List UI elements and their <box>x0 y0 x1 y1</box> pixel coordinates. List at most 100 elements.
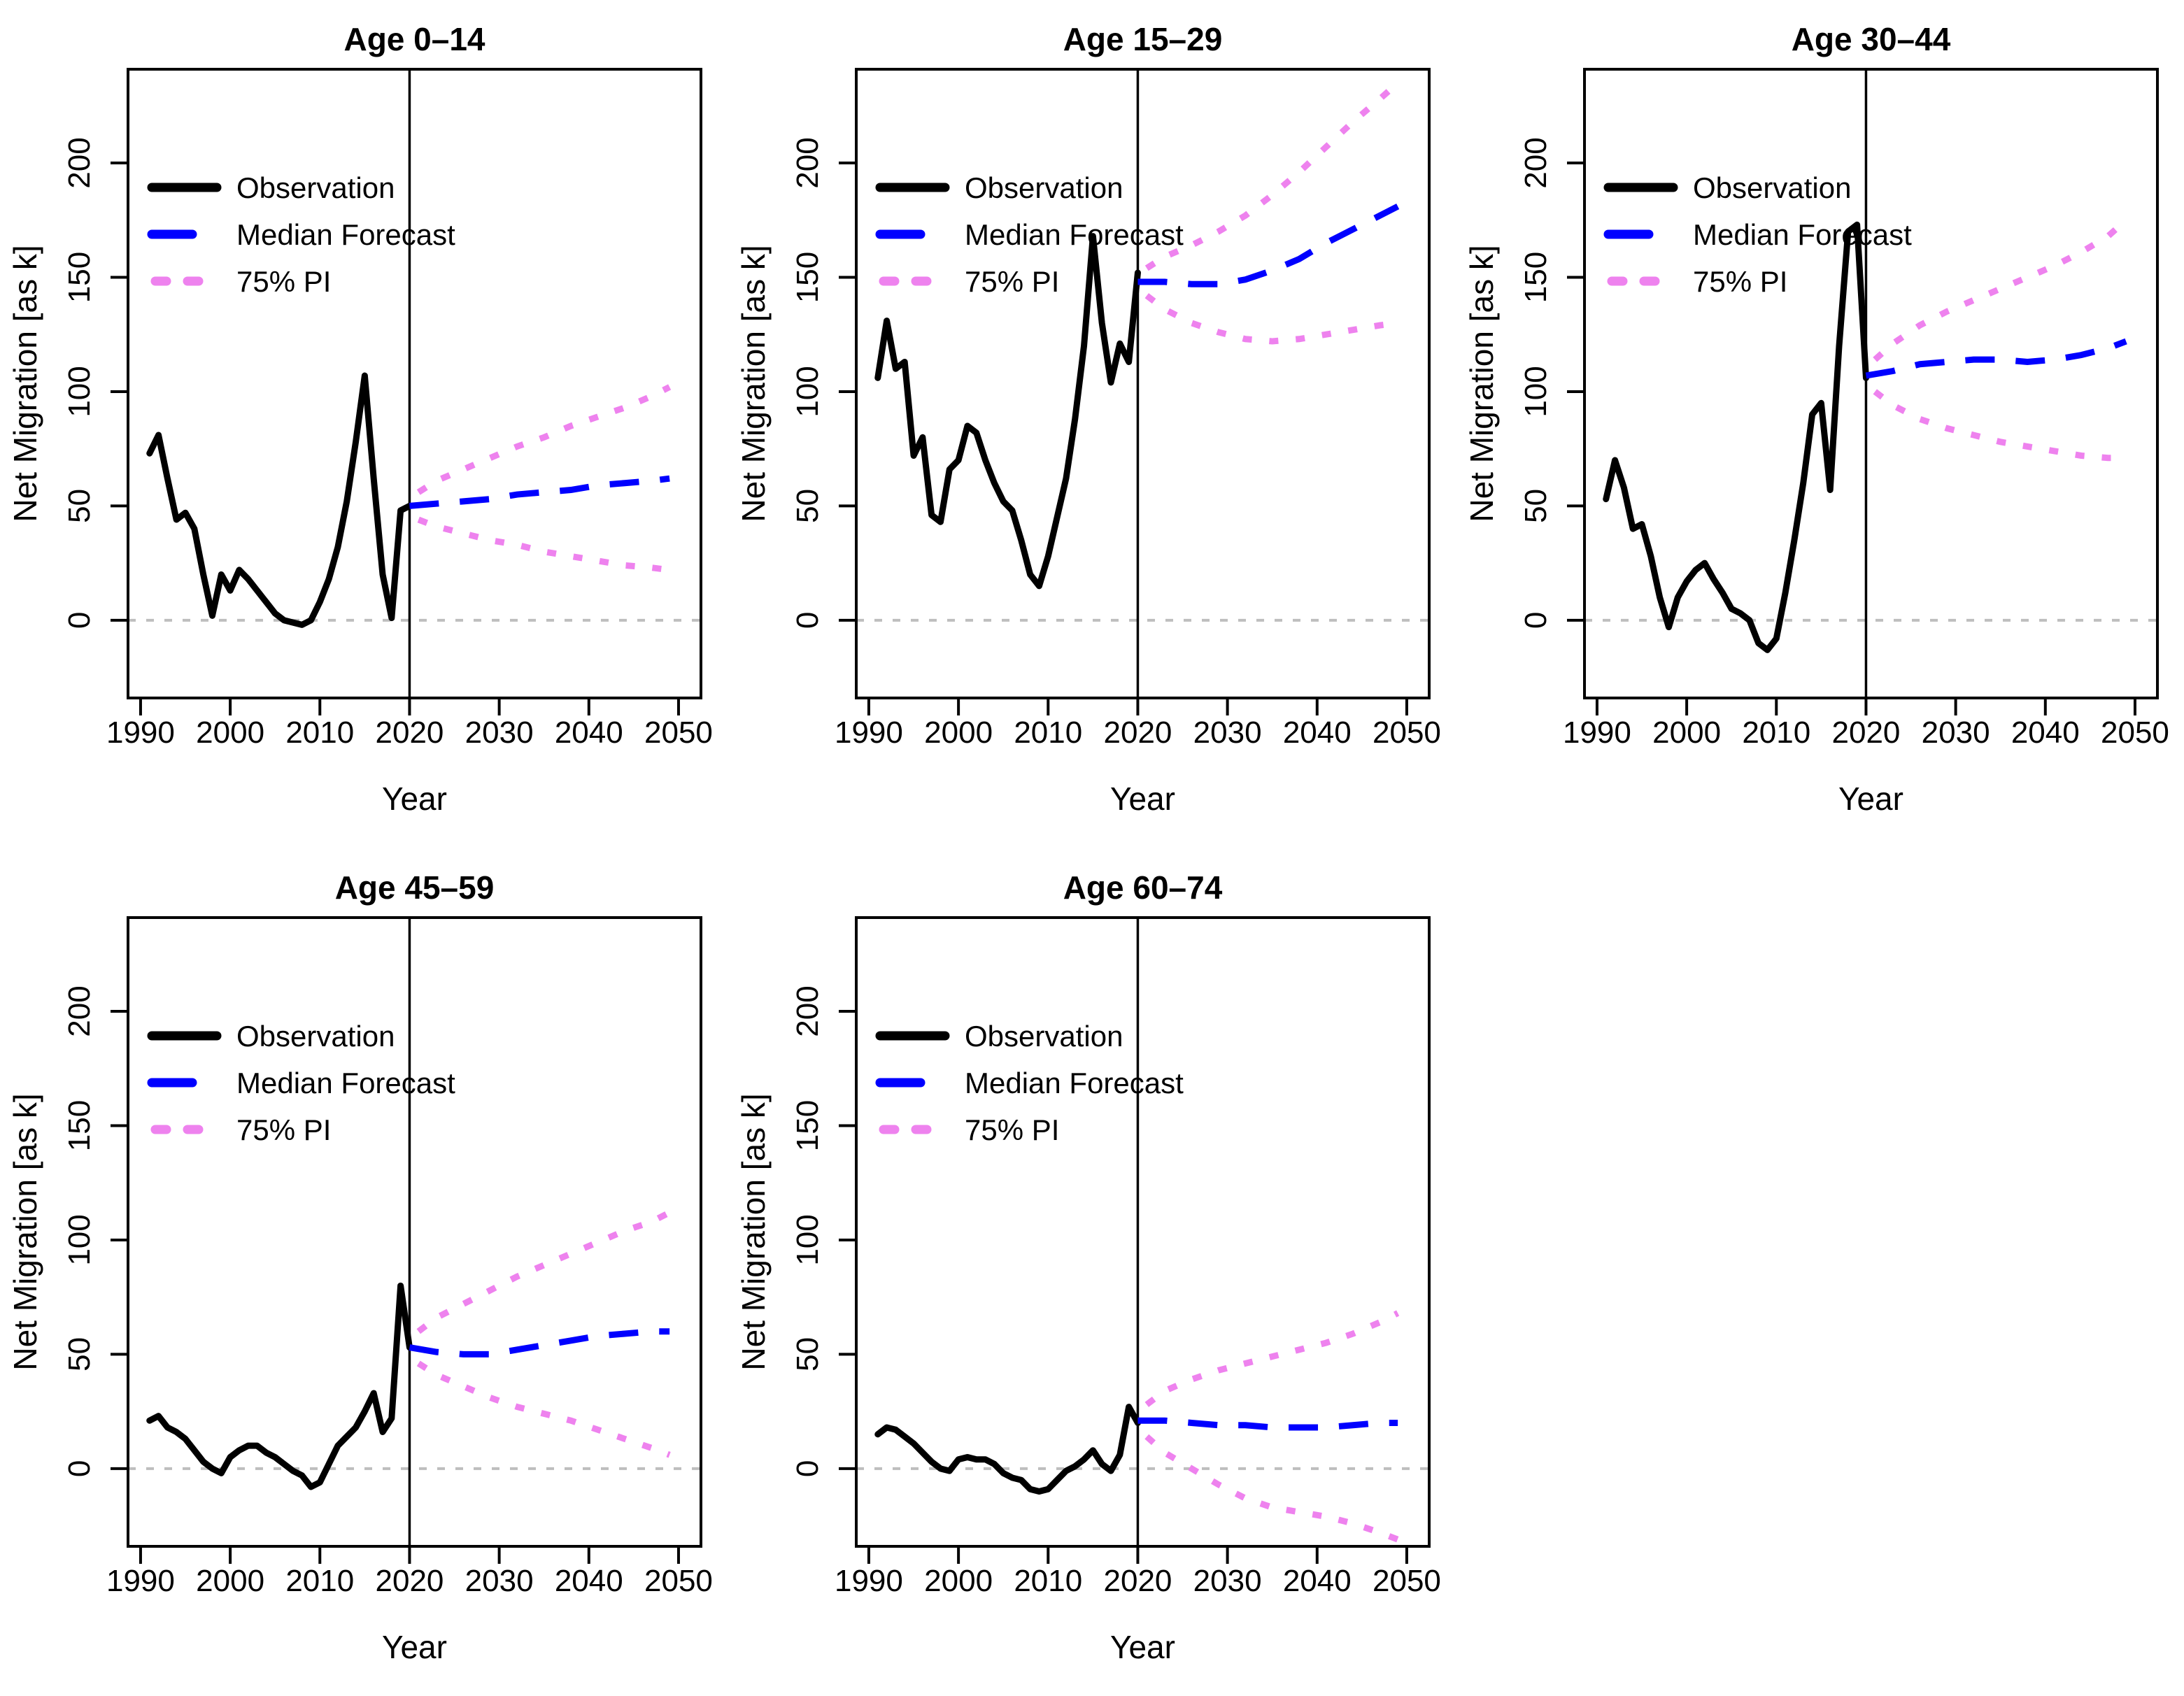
x-tick-label: 2040 <box>1283 1564 1352 1598</box>
chart-age-15-29: 1990 2000 2010 2020 2030 2040 2050 0 50 100 150 200… <box>735 21 1441 817</box>
x-tick-label: 2010 <box>1014 715 1082 750</box>
observation-line <box>874 1404 1141 1495</box>
x-tick-label: 2020 <box>1104 715 1172 750</box>
y-tick-label: 0 <box>1519 612 1553 629</box>
y-tick-label: 100 <box>790 1214 825 1265</box>
pi-lower-line <box>1144 1434 1399 1543</box>
y-tick-label: 50 <box>62 1337 97 1371</box>
legend-label-75-pi: 75% PI <box>1693 265 1787 298</box>
x-tick-label: 2030 <box>1193 715 1262 750</box>
x-tick-label: 2000 <box>1652 715 1721 750</box>
x-tick-label: 1990 <box>106 715 175 750</box>
pi-upper-line <box>1873 218 2129 362</box>
legend-label-75-pi: 75% PI <box>965 265 1059 298</box>
panel-title: Age 45–59 <box>335 869 495 906</box>
x-tick-label: 2020 <box>376 715 444 750</box>
x-axis-label: Year <box>1838 781 1903 817</box>
x-tick-label: 2030 <box>465 1564 534 1598</box>
x-tick-label: 2040 <box>1283 715 1352 750</box>
y-tick-label: 200 <box>62 137 97 188</box>
y-axis-label: Net Migration [as k] <box>735 245 772 522</box>
legend-label-75-pi: 75% PI <box>236 265 331 298</box>
x-tick-label: 1990 <box>835 715 903 750</box>
panel-title: Age 60–74 <box>1063 869 1223 906</box>
x-tick-label: 2050 <box>2101 715 2169 750</box>
plot-border <box>1583 68 2159 699</box>
observation-line <box>146 1282 413 1490</box>
chart-age-30-44: 1990 2000 2010 2020 2030 2040 2050 0 50 100 150 200… <box>1463 21 2169 817</box>
y-tick-label: 100 <box>790 366 825 417</box>
y-tick-label: 200 <box>790 137 825 188</box>
panel-title: Age 15–29 <box>1063 21 1223 57</box>
y-tick-label: 50 <box>1519 489 1553 523</box>
legend-label-median-forecast: Median Forecast <box>236 1067 455 1099</box>
legend-label-median-forecast: Median Forecast <box>236 218 455 251</box>
y-tick-label: 150 <box>790 252 825 303</box>
x-tick-label: 1990 <box>1563 715 1631 750</box>
y-tick-label: 100 <box>1519 366 1553 417</box>
legend-label-75-pi: 75% PI <box>965 1113 1059 1146</box>
empty-cell <box>1456 848 2184 1696</box>
y-tick-label: 100 <box>62 1214 97 1265</box>
observation-line <box>146 372 413 628</box>
pi-lower-line <box>1144 293 1398 345</box>
observation-line <box>874 233 1141 590</box>
y-tick-label: 150 <box>62 1100 97 1151</box>
x-axis-label: Year <box>382 781 447 817</box>
x-tick-label: 2050 <box>644 1564 713 1598</box>
chart-age-60-74: 1990 2000 2010 2020 2030 2040 2050 0 50 100 150 200… <box>735 869 1441 1665</box>
x-tick-label: 2020 <box>376 1564 444 1598</box>
y-tick-label: 0 <box>790 612 825 629</box>
x-tick-label: 2010 <box>285 715 354 750</box>
x-tick-label: 2020 <box>1832 715 1901 750</box>
y-axis-label: Net Migration [as k] <box>7 245 43 522</box>
y-tick-label: 0 <box>62 1460 97 1477</box>
y-tick-label: 50 <box>62 489 97 523</box>
x-tick-label: 2040 <box>555 1564 623 1598</box>
y-tick-label: 150 <box>62 252 97 303</box>
plot-border <box>855 68 1431 699</box>
legend-label-observation: Observation <box>236 171 395 204</box>
chart-age-0-14: 1990 2000 2010 2020 2030 2040 2050 0 50 100 150 200… <box>7 21 713 817</box>
y-tick-label: 200 <box>1519 137 1553 188</box>
chart-age-45-59: 1990 2000 2010 2020 2030 2040 2050 0 50 100 150 200… <box>7 869 713 1665</box>
x-tick-label: 2040 <box>2011 715 2080 750</box>
x-tick-label: 1990 <box>106 1564 175 1598</box>
pi-upper-line <box>1144 1310 1400 1407</box>
y-tick-label: 200 <box>62 985 97 1036</box>
y-tick-label: 0 <box>62 612 97 629</box>
legend-label-observation: Observation <box>1693 171 1851 204</box>
x-tick-label: 2050 <box>644 715 713 750</box>
panel-title: Age 0–14 <box>343 21 485 57</box>
x-tick-label: 2010 <box>1742 715 1810 750</box>
y-axis-label: Net Migration [as k] <box>735 1093 772 1370</box>
legend-label-median-forecast: Median Forecast <box>965 218 1184 251</box>
pi-upper-line <box>416 1209 672 1334</box>
plot-border <box>127 68 702 699</box>
legend-label-observation: Observation <box>965 171 1123 204</box>
y-tick-label: 50 <box>790 489 825 523</box>
legend-label-median-forecast: Median Forecast <box>1693 218 1912 251</box>
x-tick-label: 2000 <box>196 1564 264 1598</box>
legend-label-median-forecast: Median Forecast <box>965 1067 1184 1099</box>
observation-line <box>1603 221 1869 653</box>
pi-upper-line <box>416 384 672 495</box>
legend-label-observation: Observation <box>236 1020 395 1053</box>
legend-label-observation: Observation <box>965 1020 1123 1053</box>
x-tick-label: 2040 <box>555 715 623 750</box>
y-tick-label: 100 <box>62 366 97 417</box>
x-axis-label: Year <box>1110 781 1175 817</box>
y-axis-label: Net Migration [as k] <box>7 1093 43 1370</box>
x-axis-label: Year <box>382 1629 447 1665</box>
median-forecast-line <box>1137 1417 1398 1431</box>
y-tick-label: 150 <box>790 1100 825 1151</box>
x-tick-label: 2000 <box>196 715 264 750</box>
legend-label-75-pi: 75% PI <box>236 1113 331 1146</box>
x-tick-label: 2020 <box>1104 1564 1172 1598</box>
x-tick-label: 2050 <box>1373 715 1441 750</box>
x-tick-label: 2010 <box>285 1564 354 1598</box>
y-tick-label: 200 <box>790 985 825 1036</box>
plot-border <box>855 916 1431 1548</box>
pi-lower-line <box>417 516 670 573</box>
pi-upper-line <box>1144 80 1401 271</box>
